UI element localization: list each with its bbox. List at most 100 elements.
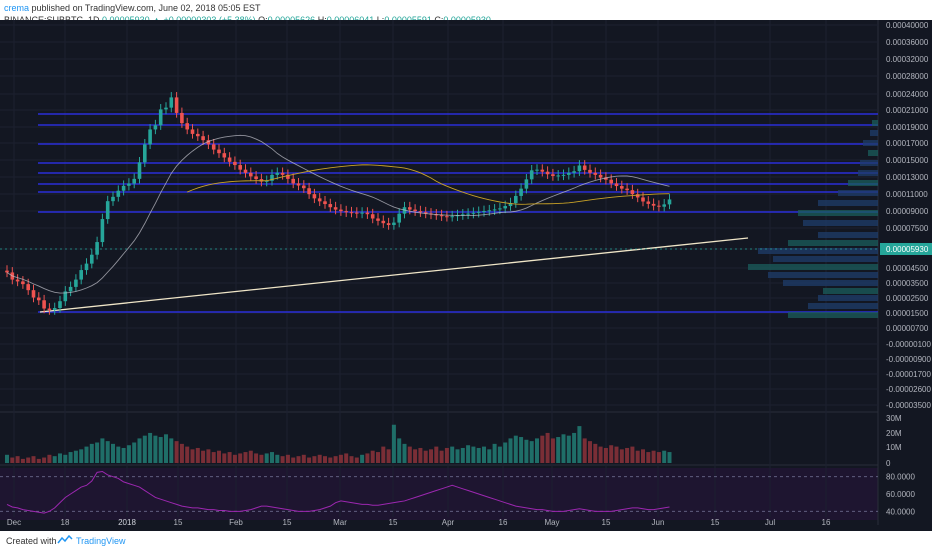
author-link[interactable]: crema [4, 3, 30, 13]
candle-body [376, 218, 380, 221]
volume-bar [317, 454, 322, 463]
candle-body [116, 190, 121, 197]
price-axis-label: 0.00032000 [886, 55, 929, 64]
volume-profile-bar [758, 248, 878, 254]
price-chart[interactable]: Dec 18 2018 15 Feb 15 Mar 15 Apr 16 May 15 Jun 15 Jul 1… [0, 20, 932, 531]
x-tick-label: 15 [389, 518, 398, 527]
candle-body [21, 281, 25, 285]
volume-profile-bar [783, 280, 878, 286]
x-tick-label: Apr [442, 518, 455, 527]
candle-body [15, 279, 20, 282]
candle-body [312, 194, 317, 199]
volume-bar [487, 449, 492, 463]
x-tick-label: Mar [333, 518, 347, 527]
candle-body [614, 183, 619, 187]
candle-body [386, 223, 391, 226]
candle-body [519, 188, 523, 196]
candle-body [492, 209, 497, 211]
volume-bar [153, 435, 158, 463]
candle-body [582, 165, 587, 170]
candle-body [233, 161, 237, 166]
x-tick-label: 15 [602, 518, 611, 527]
volume-profile-bar [798, 210, 878, 216]
volume-bar [524, 439, 529, 463]
candle-body [540, 169, 545, 172]
candle-body [535, 169, 539, 171]
candle-body [105, 201, 110, 220]
candle-body [47, 308, 52, 311]
volume-bar [238, 453, 243, 463]
volume-bar [275, 454, 280, 463]
candle-body [662, 204, 666, 207]
volume-bar [73, 450, 78, 463]
x-tick-label: 16 [499, 518, 508, 527]
candle-body [243, 169, 248, 173]
volume-bar [15, 456, 20, 463]
volume-bar [381, 446, 386, 463]
volume-bar [593, 443, 598, 463]
trend-line [39, 237, 749, 313]
candle-body [164, 107, 168, 110]
publish-info: published on TradingView.com, June 02, 2… [31, 3, 261, 13]
candle-body [68, 286, 73, 292]
volume-bar [476, 447, 481, 463]
volume-axis-label: 30M [886, 414, 902, 423]
volume-bar [307, 457, 312, 463]
x-tick-label: 18 [61, 518, 70, 527]
volume-profile-bar [823, 288, 878, 294]
volume-profile-bar [868, 150, 878, 156]
candle-body [148, 129, 152, 145]
volume-bar [20, 458, 25, 463]
x-tick-label: Jul [765, 518, 775, 527]
candle-body [323, 201, 327, 205]
volume-bar [588, 441, 592, 463]
price-axis-label: 0.00000700 [886, 324, 929, 333]
candle-body [201, 136, 205, 141]
candle-body [503, 206, 507, 209]
price-axis-label: 0.00001500 [886, 309, 929, 318]
candle-body [545, 171, 550, 175]
candle-body [360, 212, 364, 214]
tradingview-logo-icon [57, 535, 73, 544]
candle-body [180, 112, 184, 124]
volume-bar [323, 456, 327, 463]
volume-bar [550, 438, 555, 463]
candle-body [609, 179, 613, 184]
candle-body [95, 242, 99, 255]
volume-axis-label: 0 [886, 459, 891, 468]
price-axis-label: -0.00000100 [886, 340, 931, 349]
candle-body [344, 211, 348, 213]
volume-bar [450, 446, 455, 463]
candle-body [392, 222, 396, 226]
volume-bar [471, 446, 476, 463]
candle-body [63, 291, 68, 302]
candle-body [635, 194, 640, 198]
candle-body [598, 174, 603, 178]
volume-bar [137, 438, 142, 463]
candle-body [328, 204, 333, 208]
tradingview-brand[interactable]: TradingView [76, 536, 126, 546]
volume-bar [291, 457, 296, 463]
candle-body [90, 254, 94, 264]
candle-body [275, 172, 280, 175]
volume-bar [10, 457, 15, 463]
volume-bar [254, 453, 259, 463]
candle-body [307, 188, 311, 195]
candle-body [127, 183, 131, 186]
volume-bar [513, 435, 518, 463]
price-axis-label: 0.00017000 [886, 139, 929, 148]
volume-bar [413, 449, 418, 463]
rsi-axis-label: 40.0000 [886, 507, 915, 516]
volume-bar [270, 452, 274, 463]
candle-body [667, 199, 672, 205]
volume-bar [497, 446, 502, 463]
volume-bar [89, 443, 94, 463]
x-tick-label: Feb [229, 518, 243, 527]
volume-bar [42, 457, 47, 463]
price-axis-label: 0.00011000 [886, 190, 928, 199]
volume-profile-bar [872, 120, 878, 126]
volume-bar [179, 443, 184, 463]
volume-bar [540, 435, 545, 463]
candle-body [651, 203, 656, 206]
volume-bar [503, 442, 508, 463]
